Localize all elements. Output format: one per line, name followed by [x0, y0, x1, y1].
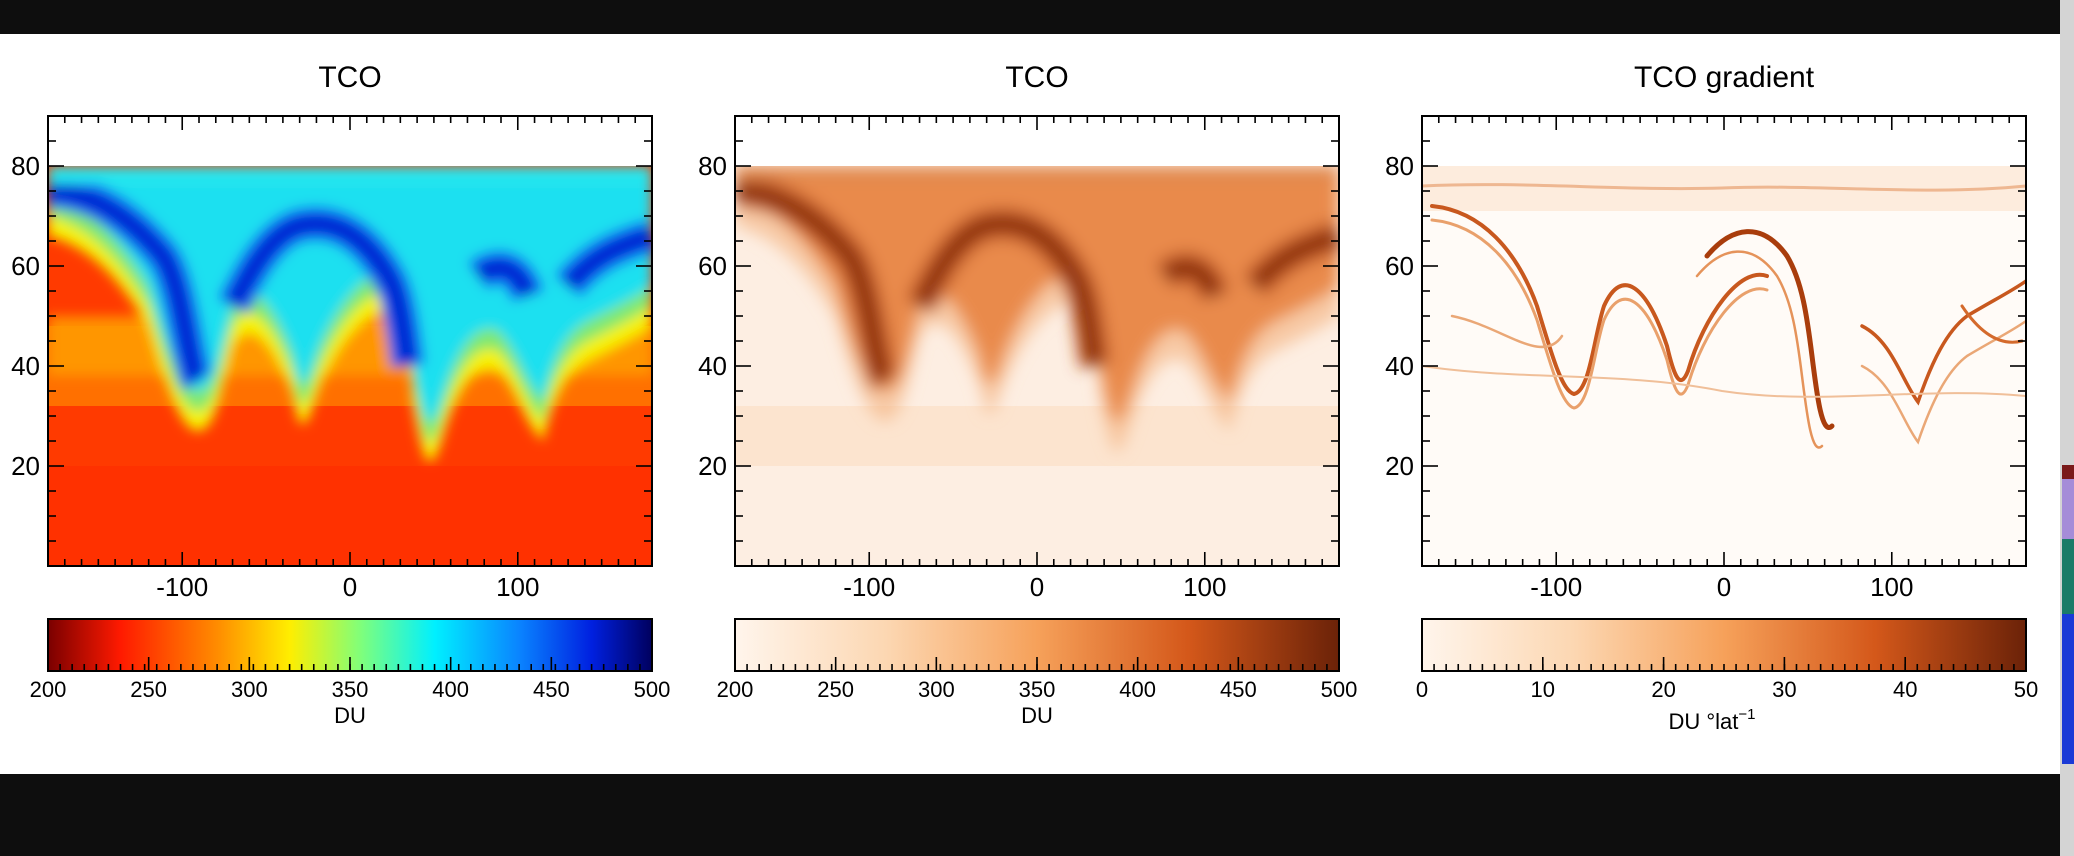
figure: TCO TCO TCO gradient — [11, 61, 2038, 734]
panel-2-ytick-label: 40 — [698, 351, 727, 381]
edge-mark-3 — [2062, 539, 2074, 614]
panel-1-title: TCO — [318, 61, 381, 94]
panel-1-plot — [48, 166, 652, 566]
colorbar-1-tick-label: 200 — [30, 677, 67, 702]
colorbar-2-tick-label: 300 — [918, 677, 955, 702]
colorbar-3-label-sup: −1 — [1738, 706, 1755, 723]
panel-2-ytick-label: 20 — [698, 451, 727, 481]
panel-2-ytick-label: 60 — [698, 251, 727, 281]
panel-3-plot — [1422, 166, 2026, 566]
colorbar-3-tick-label: 10 — [1531, 677, 1555, 702]
panel-1-ytick-label: 60 — [11, 251, 40, 281]
panel-1-xtick-label: 0 — [343, 572, 357, 602]
colorbar-3-tick-label: 40 — [1893, 677, 1917, 702]
colorbar-3 — [1421, 618, 2027, 672]
panel-1-xtick-label: -100 — [156, 572, 208, 602]
panel-2-xtick-label: 0 — [1030, 572, 1044, 602]
panel-1-xtick-label: 100 — [496, 572, 539, 602]
colorbar-2-tick-label: 250 — [817, 677, 854, 702]
panel-2-ytick-label: 80 — [698, 151, 727, 181]
panel-3-title: TCO gradient — [1634, 61, 1815, 94]
panel-3-ytick-label: 60 — [1385, 251, 1414, 281]
colorbar-1-tick-label: 400 — [432, 677, 469, 702]
panel-2-plot — [735, 166, 1339, 566]
colorbar-2-tick-label: 500 — [1321, 677, 1358, 702]
colorbar-2-tick-label: 350 — [1019, 677, 1056, 702]
panel-2-xtick-label: -100 — [843, 572, 895, 602]
colorbar-3-label: DU °lat−1 — [1668, 706, 1755, 734]
colorbar-1-label: DU — [334, 703, 366, 728]
colorbar-3-tick-label: 50 — [2014, 677, 2038, 702]
colorbar-2-tick-label: 400 — [1119, 677, 1156, 702]
panel-3-ytick-label: 80 — [1385, 151, 1414, 181]
panel-2-title: TCO — [1005, 61, 1068, 94]
colorbar-1-tick-label: 250 — [130, 677, 167, 702]
edge-mark-1 — [2062, 465, 2074, 479]
colorbar-1-tick-label: 350 — [332, 677, 369, 702]
colorbar-1-tick-label: 450 — [533, 677, 570, 702]
panel-3-ytick-label: 20 — [1385, 451, 1414, 481]
panel-2-xtick-label: 100 — [1183, 572, 1226, 602]
panel-3-xtick-label: 100 — [1870, 572, 1913, 602]
colorbar-3-label-main: DU °lat — [1668, 709, 1738, 734]
panel-1-ytick-label: 80 — [11, 151, 40, 181]
edge-mark-2 — [2062, 479, 2074, 539]
panel-3-xtick-label: -100 — [1530, 572, 1582, 602]
panel-1-ytick-label: 20 — [11, 451, 40, 481]
colorbar-2-label: DU — [1021, 703, 1053, 728]
colorbar-3-tick-label: 30 — [1772, 677, 1796, 702]
colorbar-1-tick-label: 300 — [231, 677, 268, 702]
panel-1-ytick-label: 40 — [11, 351, 40, 381]
colorbar-3-tick-label: 20 — [1651, 677, 1675, 702]
colorbar-2-tick-label: 200 — [717, 677, 754, 702]
colorbar-1-tick-label: 500 — [634, 677, 671, 702]
panel-3-ytick-label: 40 — [1385, 351, 1414, 381]
colorbar-2-tick-label: 450 — [1220, 677, 1257, 702]
colorbar-3-tick-label: 0 — [1416, 677, 1428, 702]
panel-3-xtick-label: 0 — [1717, 572, 1731, 602]
edge-mark-4 — [2062, 614, 2074, 764]
